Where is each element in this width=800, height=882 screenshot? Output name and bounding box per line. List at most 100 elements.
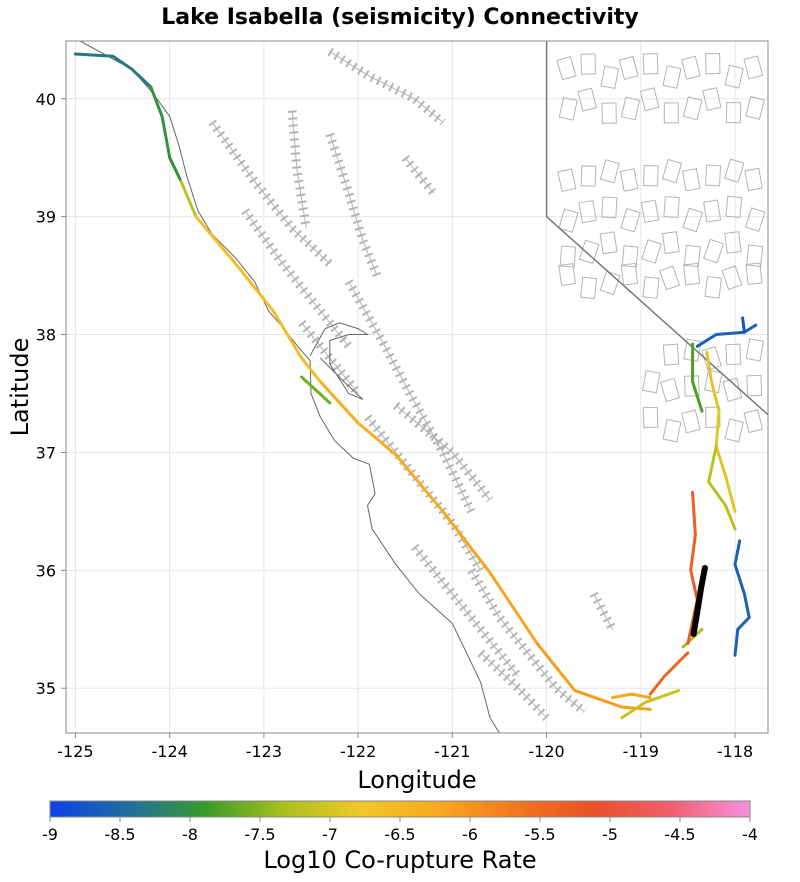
fault-trace <box>648 651 690 696</box>
x-tick-label: -118 <box>717 742 753 761</box>
x-tick-label: -119 <box>623 742 659 761</box>
fault-outline-box <box>658 265 681 291</box>
fault-trace <box>73 52 153 89</box>
colorbar-tick-label: -9 <box>42 825 58 844</box>
colorbar-tick-label: -7 <box>322 825 338 844</box>
fault-outline-box <box>621 245 639 268</box>
fault-outline-box <box>558 263 577 286</box>
source-fault-layer <box>690 565 708 637</box>
fault-outline-box <box>683 338 702 362</box>
fault-outline-box <box>682 96 703 121</box>
fault-outline-box <box>600 65 620 89</box>
fault-outline-trace <box>291 110 307 229</box>
fault-trace <box>681 627 704 649</box>
x-tick-label: -122 <box>340 742 376 761</box>
x-tick-label: -121 <box>434 742 470 761</box>
fault-outline-box <box>682 207 704 233</box>
fault-outline-box <box>705 164 722 187</box>
y-tick-label: 35 <box>36 679 56 698</box>
fault-outline-box <box>745 338 765 362</box>
fault-outline-box <box>703 238 725 264</box>
fault-outline-box <box>580 165 597 187</box>
fault-trace <box>707 445 737 531</box>
fault-outline-box <box>681 55 701 80</box>
fault-outline-box <box>580 53 597 75</box>
fault-outline-box <box>601 196 618 219</box>
x-axis-label: Longitude <box>357 766 476 794</box>
fault-outline-box <box>663 196 680 219</box>
fault-outline-box <box>620 262 639 286</box>
fault-outline-box <box>745 95 765 120</box>
colorbar-tick-label: -6 <box>462 825 478 844</box>
fault-outline-box <box>703 199 722 223</box>
basin-range-outlines <box>556 52 766 443</box>
coastline <box>79 41 500 733</box>
fault-outline-box <box>642 164 659 187</box>
y-tick-label: 38 <box>36 326 56 345</box>
colorbar-tick-label: -7.5 <box>244 825 275 844</box>
fault-trace <box>441 509 539 645</box>
fault-outline-trace <box>593 593 613 630</box>
plot-frame <box>65 40 769 734</box>
fault-traces <box>73 52 758 720</box>
fault-outline-box <box>640 199 660 223</box>
fault-outline-box <box>559 245 577 268</box>
fault-trace <box>318 380 445 513</box>
colorbar <box>49 800 751 818</box>
fault-trace <box>705 350 737 513</box>
fault-outline-box <box>618 55 639 81</box>
chart-title: Lake Isabella (seismicity) Connectivity <box>161 5 639 30</box>
y-axis-ticks: 35 36 37 38 39 40 <box>36 90 66 698</box>
fault-outline-box <box>661 158 683 184</box>
fault-outline-box <box>659 377 681 403</box>
plot-background <box>66 41 768 733</box>
fault-outline-box <box>578 199 597 224</box>
fault-outline-box <box>724 418 744 443</box>
fault-outline-box <box>746 374 763 397</box>
x-tick-label: -124 <box>151 742 187 761</box>
colorbar-label: Log10 Co-rupture Rate <box>263 846 536 874</box>
y-tick-label: 39 <box>36 208 56 227</box>
colorbar-tick-label: -8 <box>182 825 198 844</box>
colorbar-ticks: -9 -8.5 -8 -7.5 -7 -6.5 -6 -5.5 -5 -4.5 -4 <box>42 817 758 844</box>
fault-outline-box <box>599 159 620 184</box>
x-tick-label: -120 <box>528 742 564 761</box>
colorbar-tick-label: -5.5 <box>524 825 555 844</box>
fault-outline-box <box>662 65 682 89</box>
fault-trace <box>194 215 322 384</box>
fault-outline-box <box>725 343 742 366</box>
y-axis-label: Latitude <box>6 338 34 437</box>
fault-outline-box <box>683 244 701 268</box>
fault-outline-box <box>725 101 742 124</box>
fault-outline-box <box>620 207 641 233</box>
basemap <box>79 41 768 733</box>
x-tick-label: -123 <box>246 742 282 761</box>
fault-trace <box>149 85 183 183</box>
fault-outline-box <box>557 168 577 193</box>
fault-outline-box <box>599 270 621 296</box>
fault-trace <box>179 179 198 219</box>
fault-outline-trace <box>395 404 491 500</box>
fault-outline-box <box>620 96 641 121</box>
bay-shoreline <box>309 322 370 400</box>
fault-outline-box <box>702 87 722 111</box>
fault-outline-box <box>577 87 598 112</box>
y-tick-label: 36 <box>36 561 56 580</box>
y-tick-label: 37 <box>36 443 56 462</box>
fault-trace <box>691 342 704 413</box>
fault-outline-box <box>642 370 661 394</box>
fault-outline-box <box>683 262 701 286</box>
fault-outline-box <box>558 97 578 121</box>
colorbar-tick-label: -8.5 <box>104 825 135 844</box>
fault-outline-box <box>705 52 721 75</box>
fault-outline-box <box>619 168 639 192</box>
fault-trace <box>611 692 652 700</box>
fault-outline-box <box>746 244 764 268</box>
fault-outline-box <box>724 64 744 89</box>
fault-outline-box <box>744 167 763 192</box>
fault-outline-box <box>663 102 679 124</box>
fault-outline-box <box>744 207 766 232</box>
fault-outline-trace <box>404 157 434 194</box>
fault-outline-box <box>703 369 723 394</box>
